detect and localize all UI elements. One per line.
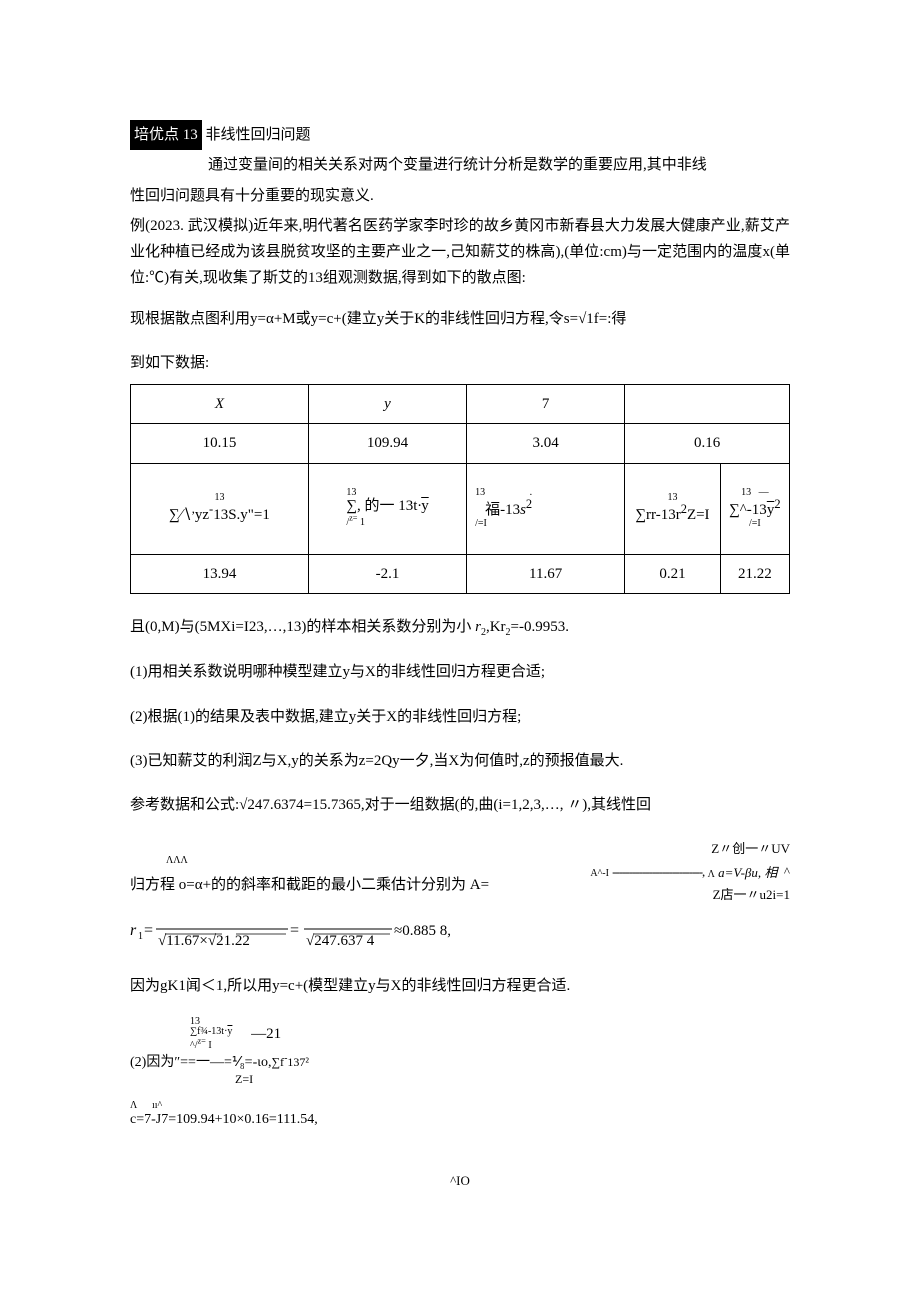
cell: 13.94 — [131, 554, 309, 593]
cell: 13. 福-13s2/=I — [467, 463, 625, 554]
cell: 13 —∑^-13y2/=I — [720, 463, 789, 554]
body-p5: 参考数据和公式:√247.6374=15.7365,对于一组数据(的,曲(i=1… — [130, 792, 790, 818]
heading-row: 培优点 13 非线性回归问题 — [130, 120, 790, 150]
cell: 7 — [542, 396, 550, 412]
topic-title: 非线性回归问题 — [206, 127, 311, 143]
line2-pre: (2)因为″==一—=⅟₈=-ιo, — [130, 1055, 272, 1070]
cell: 13∑∕∖,yz-13S.y"=1 — [131, 463, 309, 554]
cell: 11.67 — [467, 554, 625, 593]
svg-text:=: = — [144, 922, 153, 939]
svg-text:√11.67×√21.22: √11.67×√21.22 — [158, 933, 250, 949]
r1-equation: r 1 = √11.67×√21.22 = √247.637 4 ≈0.885 … — [130, 917, 790, 951]
cell: 10.15 — [131, 424, 309, 463]
table-row: X y 7 — [131, 385, 790, 424]
svg-text:r: r — [130, 922, 137, 939]
table-row: 10.15 109.94 3.04 0.16 — [131, 424, 790, 463]
svg-text:√247.637 4: √247.637 4 — [306, 933, 375, 949]
cell: -2.1 — [308, 554, 466, 593]
cell: 21.22 — [720, 554, 789, 593]
equation-line: ΛΛΛ 归方程 o=α+的的斜率和截距的最小二乘估计分别为 A= Z〃创一〃UV… — [130, 838, 790, 906]
cell: 13∑rr-13r2Z=I — [625, 463, 720, 554]
cell: X — [215, 396, 224, 412]
eq-left: ΛΛΛ 归方程 o=α+的的斜率和截距的最小二乘估计分别为 A= — [130, 846, 489, 899]
cell: 3.04 — [467, 424, 625, 463]
cell: 0.21 — [625, 554, 720, 593]
group-2: 13 ∑f¾-13t·y ^/z= I —21 (2)因为″==一—=⅟₈=-ι… — [130, 1017, 790, 1088]
example-line-1: 例(2023. 武汉模拟)近年来,明代著名医药学家李时珍的故乡黄冈市新春县大力发… — [130, 213, 790, 292]
footer-mark: ^IO — [130, 1170, 790, 1193]
body-p6: 因为gK1闻＜1,所以用y=c+(模型建立y与X的非线性回归方程更合适. — [130, 973, 790, 999]
topic-badge: 培优点 13 — [130, 120, 202, 150]
example-line-3: 到如下数据: — [130, 350, 790, 376]
eq-right: Z〃创一〃UV A^-I ---------------------------… — [489, 838, 790, 906]
svg-text:≈0.885 8,: ≈0.885 8, — [394, 923, 451, 939]
intro-line-2: 性回归问题具有十分重要的现实意义. — [130, 183, 790, 209]
data-table: X y 7 10.15 109.94 3.04 0.16 13∑∕∖,yz-13… — [130, 384, 790, 594]
cell: 13∑, 的一 13t·y/z= 1 — [308, 463, 466, 554]
body-p7: Λ ıı^ c=7-J7=109.94+10×0.16=111.54, — [130, 1101, 790, 1129]
intro-line-1: 通过变量间的相关关系对两个变量进行统计分析是数学的重要应用,其中非线 — [130, 152, 790, 178]
body-p3: (2)根据(1)的结果及表中数据,建立y关于X的非线性回归方程; — [130, 704, 790, 730]
example-line-2: 现根据散点图利用y=α+M或y=c+(建立y关于K的非线性回归方程,令s=√1f… — [130, 306, 790, 332]
body-p2: (1)用相关系数说明哪种模型建立y与X的非线性回归方程更合适; — [130, 659, 790, 685]
line2-bot: Z=I — [235, 1072, 790, 1088]
cell: 0.16 — [625, 424, 790, 463]
table-row: 13.94 -2.1 11.67 0.21 21.22 — [131, 554, 790, 593]
tail-text: —21 — [251, 1026, 281, 1042]
cell: y — [384, 396, 391, 412]
svg-text:=: = — [290, 922, 299, 939]
document-page: 培优点 13 非线性回归问题 通过变量间的相关关系对两个变量进行统计分析是数学的… — [0, 0, 920, 1301]
body-p4: (3)已知薪艾的利润Z与X,y的关系为z=2Qy一夕,当X为何值时,z的预报值最… — [130, 748, 790, 774]
table-row: 13∑∕∖,yz-13S.y"=1 13∑, 的一 13t·y/z= 1 13.… — [131, 463, 790, 554]
cell: 109.94 — [308, 424, 466, 463]
svg-text:1: 1 — [138, 931, 143, 942]
body-p1: 且(0,M)与(5MXi=I23,…,13)的样本相关系数分别为小 r2,Kr2… — [130, 614, 790, 642]
